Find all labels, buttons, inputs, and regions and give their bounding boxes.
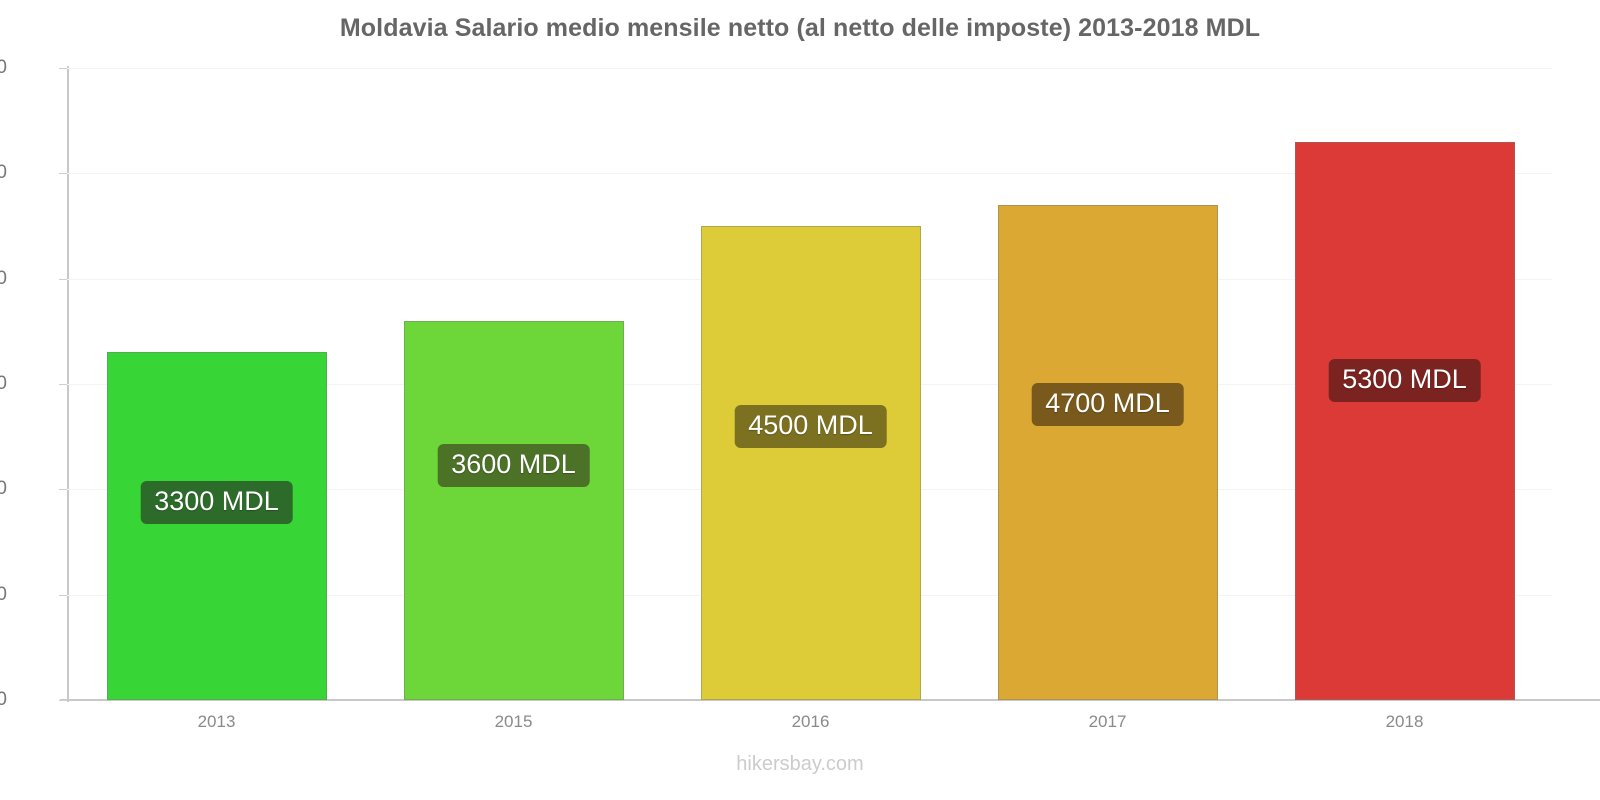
- bar-value-label: 4500 MDL: [734, 405, 887, 448]
- y-axis-tick-label: 6000: [0, 57, 7, 78]
- y-axis-tick-label: 3000: [0, 373, 7, 394]
- x-axis-tick-label: 2015: [494, 712, 533, 731]
- bar[interactable]: 5300 MDL: [1294, 141, 1515, 700]
- y-axis-tick-mark: [59, 68, 67, 69]
- y-axis-tick-mark: [59, 278, 67, 280]
- source-watermark: hikersbay.com: [736, 753, 864, 775]
- bar[interactable]: 4500 MDL: [700, 226, 921, 700]
- bar[interactable]: 3600 MDL: [403, 320, 624, 700]
- y-axis-tick-label: 0: [0, 689, 7, 710]
- gridline: [67, 68, 1552, 69]
- x-axis-tick-label: 2013: [197, 712, 236, 731]
- bar-value-label: 5300 MDL: [1328, 358, 1481, 402]
- y-axis-tick-label: 4000: [0, 267, 7, 289]
- x-axis-tick-label: 2016: [791, 712, 830, 731]
- bar-value-label: 4700 MDL: [1031, 382, 1184, 426]
- y-axis-tick-mark: [59, 594, 67, 596]
- chart-title: Moldavia Salario medio mensile netto (al…: [339, 14, 1261, 42]
- x-axis-tick-label: 2018: [1385, 712, 1424, 731]
- x-axis-line: [60, 699, 1600, 701]
- bar[interactable]: 4700 MDL: [997, 204, 1218, 700]
- plot-area: 0 1000 2000 3000 4000 5000 6000 3300 MDL 3600 M…: [0, 57, 1552, 710]
- gridline: [67, 173, 1552, 175]
- y-axis-tick-label: 5000: [0, 162, 7, 184]
- y-axis-tick-label: 2000: [0, 478, 7, 500]
- y-axis-tick-mark: [59, 489, 67, 491]
- y-axis-tick-mark: [59, 173, 67, 175]
- y-axis-tick-mark: [59, 384, 67, 385]
- bar[interactable]: 3300 MDL: [106, 352, 327, 700]
- y-axis-tick-label: 1000: [0, 583, 7, 605]
- y-axis-tick-mark: [59, 700, 67, 701]
- bar-value-label: 3300 MDL: [140, 481, 293, 525]
- bar-value-label: 3600 MDL: [437, 443, 590, 487]
- x-axis-tick-label: 2017: [1088, 712, 1127, 731]
